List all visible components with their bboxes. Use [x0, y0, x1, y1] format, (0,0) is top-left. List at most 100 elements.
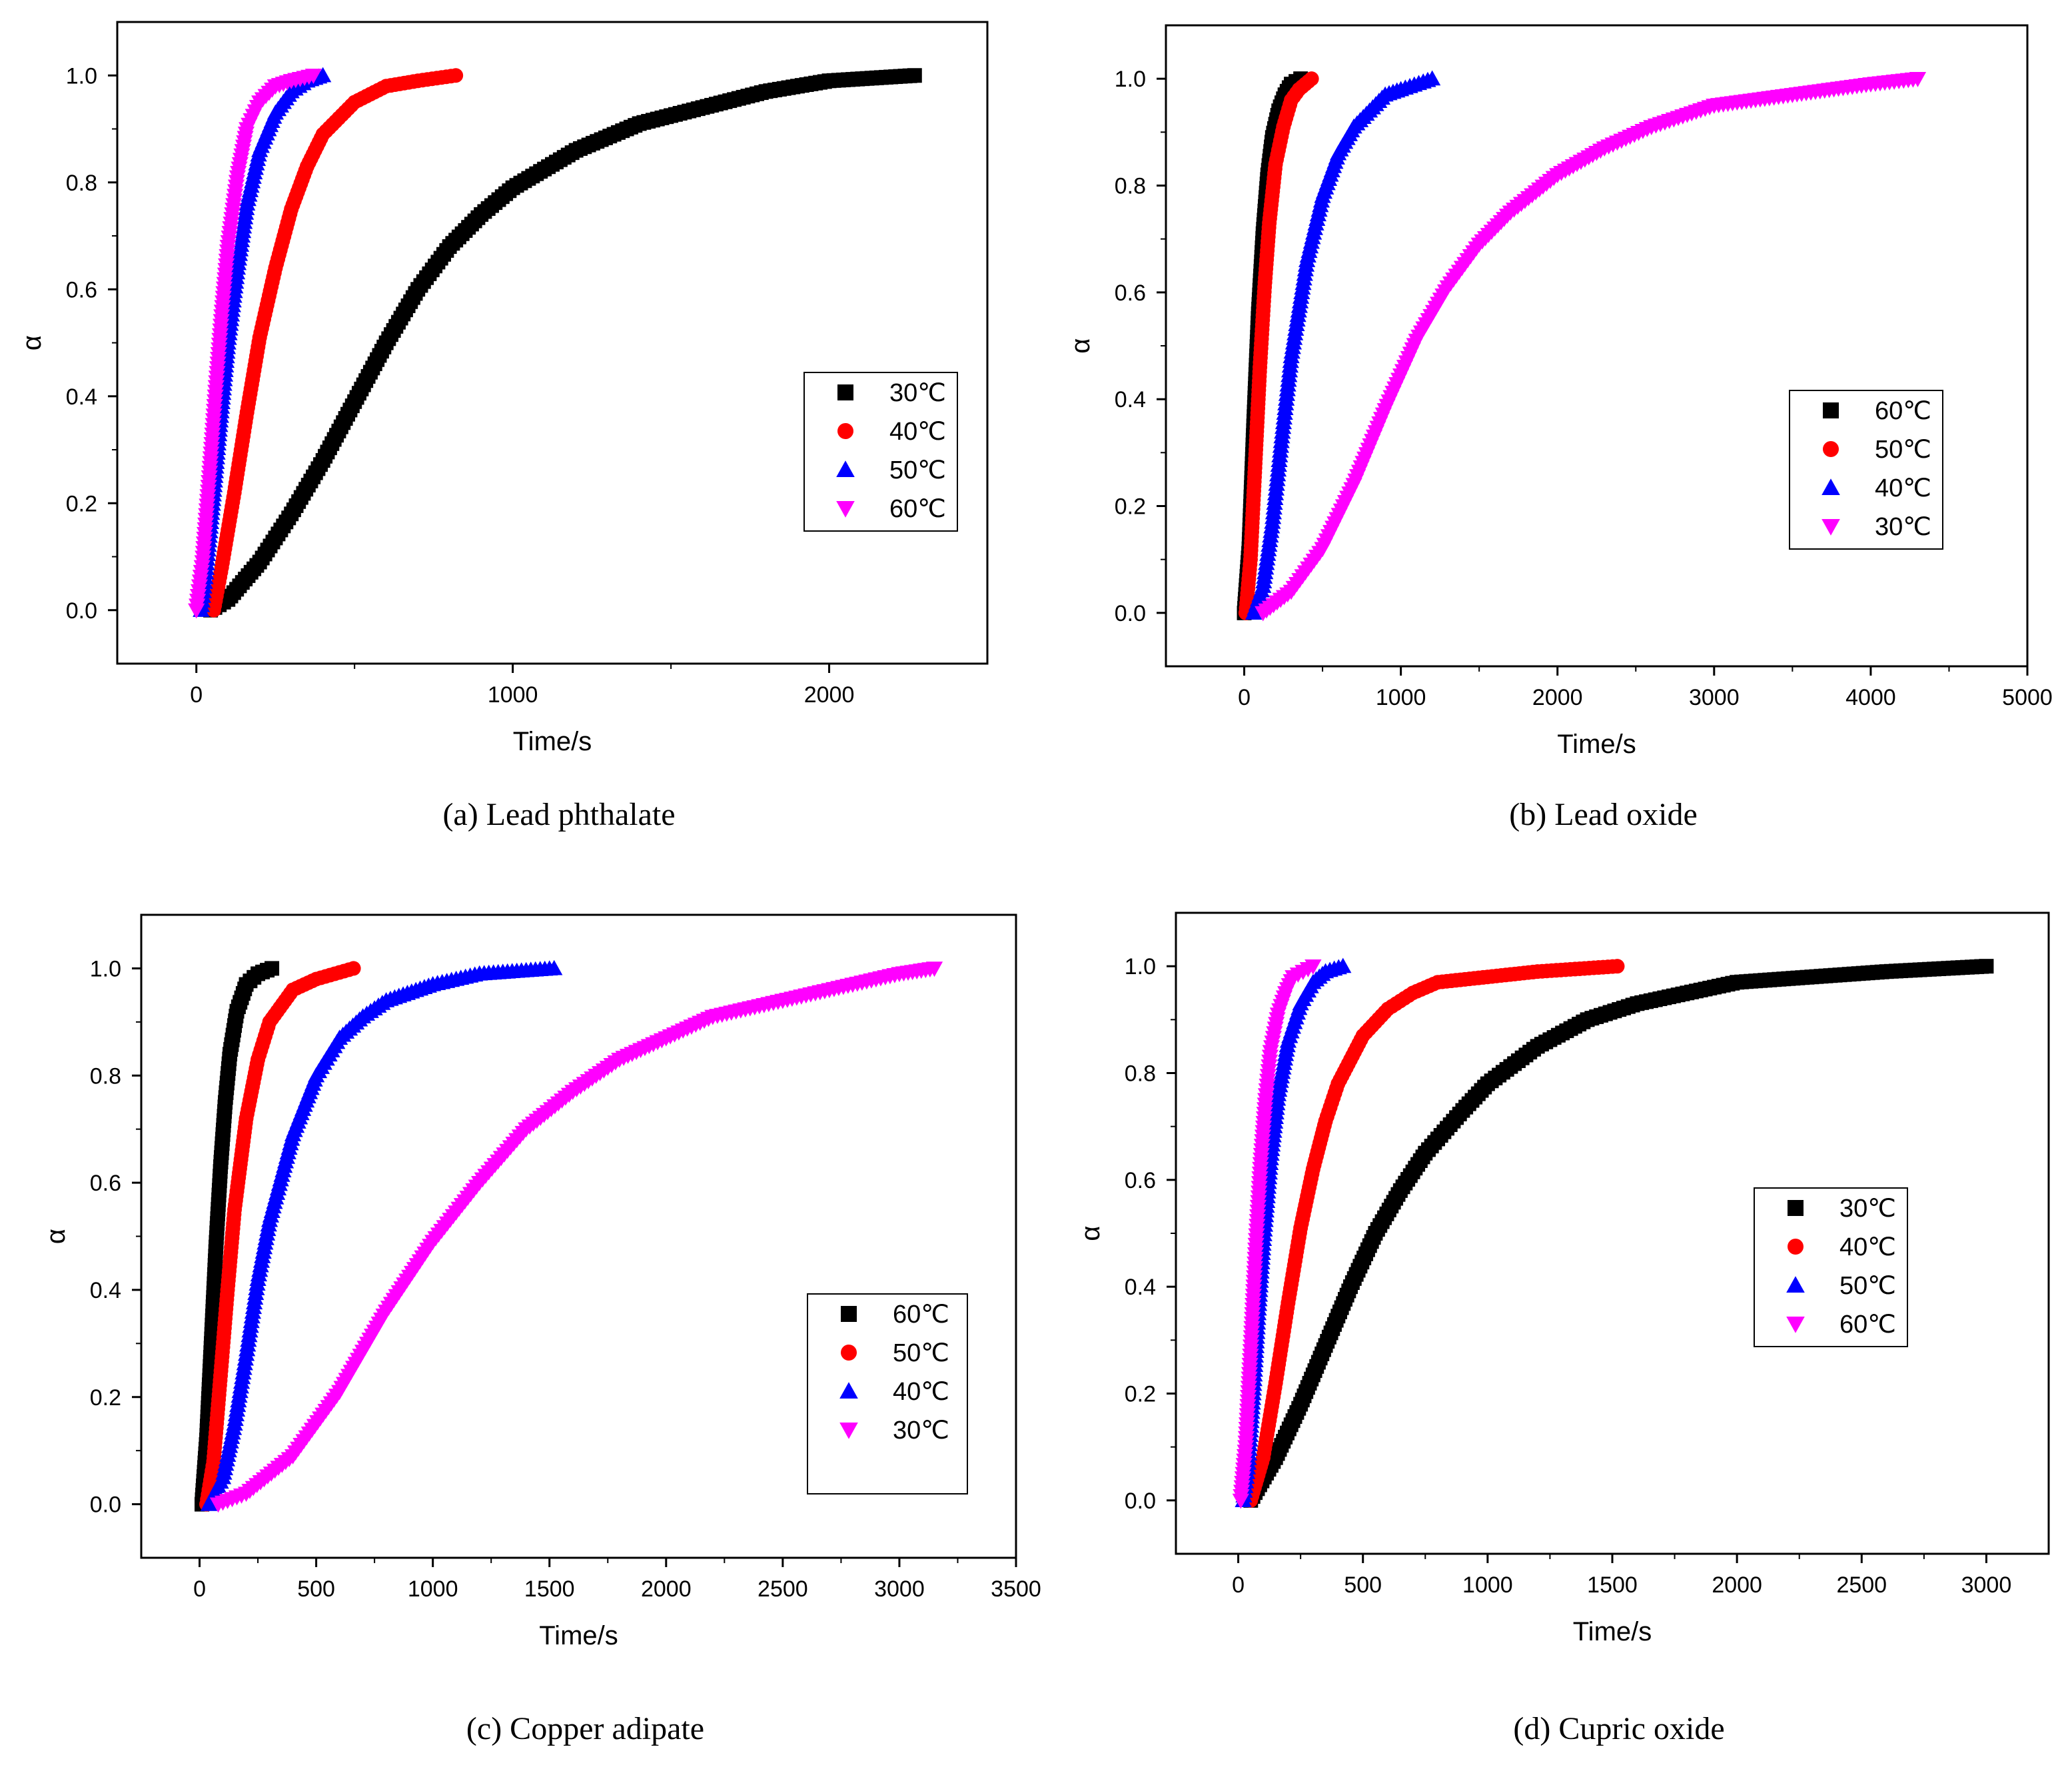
- data-point: [346, 961, 361, 976]
- legend-label: 50℃: [1875, 436, 1931, 464]
- series-square: [203, 68, 922, 618]
- data-area: [1232, 957, 1994, 1509]
- x-tick-label: 2500: [758, 1576, 808, 1602]
- x-tick-label: 1000: [1462, 1572, 1513, 1598]
- x-tick-label: 1000: [408, 1576, 458, 1602]
- series-circle: [1243, 959, 1625, 1508]
- panel-caption: (c) Copper adipate: [466, 1711, 704, 1746]
- y-tick-label: 0.6: [1115, 281, 1146, 306]
- legend-marker: [841, 1345, 857, 1361]
- legend: 30℃ 40℃ 50℃ 60℃: [803, 372, 958, 532]
- y-tick-label: 0.4: [90, 1278, 121, 1303]
- data-point: [264, 961, 280, 976]
- legend-label: 40℃: [1839, 1233, 1896, 1261]
- legend-label: 30℃: [1839, 1195, 1896, 1223]
- x-tick-label: 2000: [641, 1576, 692, 1602]
- data-point: [304, 69, 322, 84]
- series-triangle-down: [209, 961, 943, 1513]
- panel-caption: (a) Lead phthalate: [442, 797, 675, 832]
- series-circle: [1238, 71, 1319, 620]
- y-axis-title: α: [17, 335, 47, 350]
- x-tick-label: 3000: [1689, 685, 1740, 710]
- y-tick-label: 1.0: [66, 63, 97, 89]
- legend-marker: [837, 384, 853, 400]
- legend-marker: [1788, 1239, 1804, 1255]
- legend-marker: [836, 500, 855, 518]
- series-circle: [199, 961, 361, 1512]
- data-area: [188, 67, 922, 619]
- data-area: [1237, 70, 1927, 622]
- series-triangle-up: [1245, 70, 1441, 620]
- y-tick-label: 0.8: [1125, 1061, 1156, 1087]
- x-tick-label: 2000: [1712, 1572, 1762, 1598]
- legend: 30℃ 40℃ 50℃ 60℃: [1754, 1187, 1908, 1347]
- x-tick-label: 500: [1344, 1572, 1382, 1598]
- y-tick-label: 0.2: [66, 491, 97, 516]
- legend-label: 30℃: [893, 1417, 949, 1445]
- x-tick-label: 1500: [1587, 1572, 1638, 1598]
- x-tick-label: 0: [1232, 1572, 1245, 1598]
- legend-marker: [1821, 518, 1840, 536]
- x-tick-label: 2500: [1836, 1572, 1887, 1598]
- series-triangle-up: [200, 959, 563, 1511]
- legend-box: [1789, 390, 1943, 550]
- x-tick-label: 5000: [2002, 685, 2053, 710]
- legend-label: 60℃: [1839, 1311, 1896, 1339]
- x-tick-label: 2000: [804, 682, 855, 708]
- legend-label: 60℃: [1875, 397, 1931, 425]
- panel-cupric-oxide: 0 500 1000 1500 2000 2500 3000 0.0 0.2 0.4 0.6 0.8 1…: [1076, 911, 2050, 1746]
- panel-copper-adipate: 0 500 1000 1500 2000 2500 3000 3500 0.0 0.2 0.4 0.6…: [41, 913, 1041, 1746]
- y-tick-label: 1.0: [1115, 67, 1146, 92]
- y-tick-label: 0.0: [1115, 601, 1146, 626]
- x-tick-label: 1000: [488, 682, 538, 708]
- legend-label: 30℃: [889, 379, 946, 407]
- data-point: [1304, 71, 1319, 87]
- panel-caption: (d) Cupric oxide: [1513, 1711, 1724, 1746]
- data-point: [1424, 70, 1441, 86]
- legend-marker: [841, 1306, 857, 1322]
- y-tick-label: 0.2: [90, 1385, 121, 1411]
- data-point: [907, 68, 922, 83]
- panel-lead-oxide: 0 1000 2000 3000 4000 5000 0.0 0.2 0.4 0.6 0.8 1.0 T…: [1066, 24, 2053, 832]
- data-point: [1909, 72, 1927, 87]
- legend-marker: [1823, 402, 1839, 418]
- legend-marker: [1788, 1200, 1804, 1216]
- y-tick-label: 0.0: [90, 1492, 121, 1518]
- x-tick-label: 0: [190, 682, 203, 708]
- data-point: [546, 959, 563, 975]
- legend-marker: [839, 1422, 858, 1439]
- legend: 60℃ 50℃ 40℃ 30℃: [1789, 390, 1943, 550]
- data-point: [448, 68, 464, 83]
- legend-marker: [1823, 441, 1839, 457]
- x-axis-title: Time/s: [513, 727, 592, 756]
- y-axis-title: α: [1076, 1225, 1105, 1241]
- series-triangle-down: [1255, 72, 1927, 622]
- x-tick-label: 3500: [991, 1576, 1041, 1602]
- y-tick-label: 0.8: [90, 1063, 121, 1089]
- x-axis-title: Time/s: [1573, 1617, 1652, 1646]
- series-circle: [206, 68, 464, 618]
- x-tick-label: 0: [193, 1576, 206, 1602]
- series-triangle-down: [188, 69, 322, 619]
- data-point: [1304, 959, 1322, 975]
- y-tick-label: 0.8: [1115, 174, 1146, 199]
- data-point: [1334, 957, 1352, 973]
- legend-box: [1754, 1187, 1908, 1347]
- data-point: [925, 961, 943, 977]
- legend-marker: [1821, 478, 1840, 496]
- y-tick-label: 0.8: [66, 171, 97, 196]
- y-tick-label: 0.2: [1125, 1382, 1156, 1407]
- legend-label: 30℃: [1875, 513, 1931, 541]
- y-tick-label: 1.0: [1125, 954, 1156, 979]
- y-tick-label: 0.4: [66, 384, 97, 410]
- data-area: [195, 959, 943, 1513]
- y-axis-title: α: [1066, 338, 1095, 353]
- legend-label: 40℃: [889, 418, 946, 446]
- panel-caption: (b) Lead oxide: [1509, 797, 1698, 832]
- y-tick-label: 0.6: [66, 277, 97, 302]
- series-triangle-down: [1232, 959, 1322, 1509]
- y-axis-title: α: [41, 1229, 71, 1244]
- legend-label: 40℃: [1875, 474, 1931, 502]
- legend: 60℃ 50℃ 40℃ 30℃: [807, 1293, 968, 1494]
- legend-label: 60℃: [889, 495, 946, 523]
